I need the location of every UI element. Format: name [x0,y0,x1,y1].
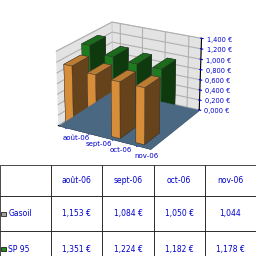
Text: SP 95: SP 95 [8,244,30,253]
Text: Gasoil: Gasoil [8,209,32,218]
